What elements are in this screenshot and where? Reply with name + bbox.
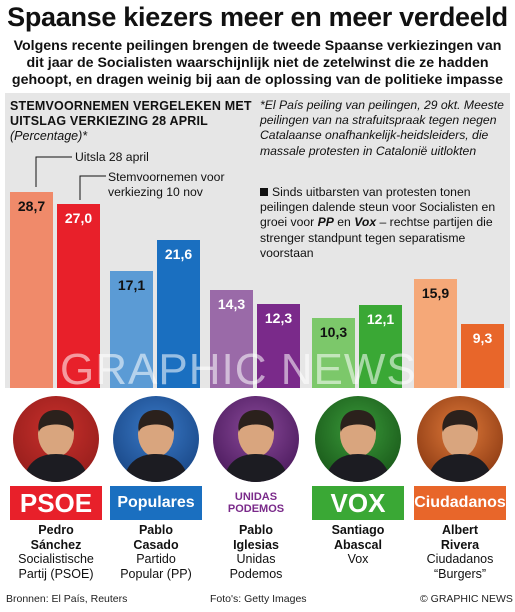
person-silhouette-icon [223,410,289,482]
party-logo: Ciudadanos [414,486,506,520]
party-logo: PSOE [10,486,102,520]
person-silhouette-icon [23,410,89,482]
candidate-portrait [113,396,199,482]
candidate-last-name: Rivera [440,537,480,552]
bar-value-label: 28,7 [17,197,46,214]
party-description-1: Socialistische [18,552,94,566]
party-description-2: Partij (PSOE) [18,566,94,581]
chart-title: Stemvoornemen Vergeleken met Uitslag Ver… [10,99,252,128]
candidate-caption: Pedro Sánchez Socialistische Partij (PSOE) [6,523,106,581]
page-subtitle: Volgens recente peilingen brengen de twe… [11,38,504,88]
protest-note: Sinds uitbarsten van protesten tonen pei… [260,185,505,261]
protest-note-vox: Vox [354,215,377,230]
page-title: Spaanse kiezers meer en meer verdeeld [7,2,508,32]
candidate-portrait [417,396,503,482]
candidate-caption: Pablo Casado Partido Popular (PP) [106,523,206,581]
chart-unit: (Percentage)* [10,129,88,143]
poll-note: *El País peiling van peilingen, 29 okt. … [260,98,504,158]
protest-note-b: – rechtse partijen die strenger standpun… [260,215,493,260]
candidate-last-name: Casado [133,537,179,552]
bar-psoe-s2: 27,0 [57,203,100,388]
bar-pp-s1: 17,1 [110,271,153,388]
bar-psoe-s1: 28,7 [10,191,53,388]
bar-ciudadanos-s2: 9,3 [461,324,504,388]
bar-unidas-podemos-s1: 14,3 [210,290,253,388]
candidate-first-name: Pedro [38,523,74,537]
party-description-1: Unidas [236,552,276,566]
candidate-first-name: Pablo [238,523,274,537]
bar-value-label: 21,6 [164,246,193,263]
candidate-last-name: Iglesias [233,537,279,552]
party-description-2: “Burgers” [433,566,487,581]
candidate-portrait [213,396,299,482]
candidate-first-name: Pablo [138,523,174,537]
candidate-last-name: Abascal [334,537,382,552]
party-description-1: Partido [136,552,176,566]
party-description-1: Vox [347,552,369,566]
bar-ciudadanos-s1: 15,9 [414,279,457,388]
party-logo: VOX [312,486,404,520]
bar-value-label: 12,3 [264,309,293,326]
protest-note-a: Sinds uitbarsten van protesten tonen pei… [260,185,496,230]
bar-unidas-podemos-s2: 12,3 [257,303,300,388]
footer-credit: © GRAPHIC NEWS [420,593,513,605]
party-logo: UNIDAS PODEMOS [210,486,302,520]
candidate-portrait [13,396,99,482]
protest-note-and: en [333,215,355,230]
candidate-caption: Santiago Abascal Vox [308,523,408,567]
party-logo: Populares [110,486,202,520]
candidate-caption: Albert Rivera Ciudadanos “Burgers” [410,523,510,581]
bar-value-label: 14,3 [217,296,246,313]
party-description-2: Popular (PP) [120,566,192,581]
legend-series-2: Stemvoornemen voor verkiezing 10 nov [108,170,225,199]
footer-photos: Foto's: Getty Images [210,593,307,605]
protest-note-pp: PP [317,215,334,230]
candidate-first-name: Albert [441,523,479,537]
party-description-2: Podemos [229,566,283,581]
party-description-1: Ciudadanos [426,552,494,566]
bar-pp-s2: 21,6 [157,240,200,388]
person-silhouette-icon [325,410,391,482]
legend-series-1: Uitsla 28 april [75,150,149,164]
bar-value-label: 15,9 [421,285,450,302]
bar-vox-s1: 10,3 [312,317,355,388]
candidate-portrait [315,396,401,482]
candidate-caption: Pablo Iglesias Unidas Podemos [206,523,306,581]
bar-value-label: 9,3 [472,330,493,347]
bullet-square-icon [260,188,268,196]
candidate-last-name: Sánchez [30,537,82,552]
person-silhouette-icon [427,410,493,482]
footer-sources: Bronnen: El País, Reuters [6,593,128,605]
bar-vox-s2: 12,1 [359,305,402,388]
bar-value-label: 10,3 [319,323,348,340]
candidate-first-name: Santiago [331,523,385,537]
person-silhouette-icon [123,410,189,482]
bar-value-label: 27,0 [64,209,93,226]
bar-value-label: 17,1 [117,277,146,294]
bar-value-label: 12,1 [366,311,395,328]
